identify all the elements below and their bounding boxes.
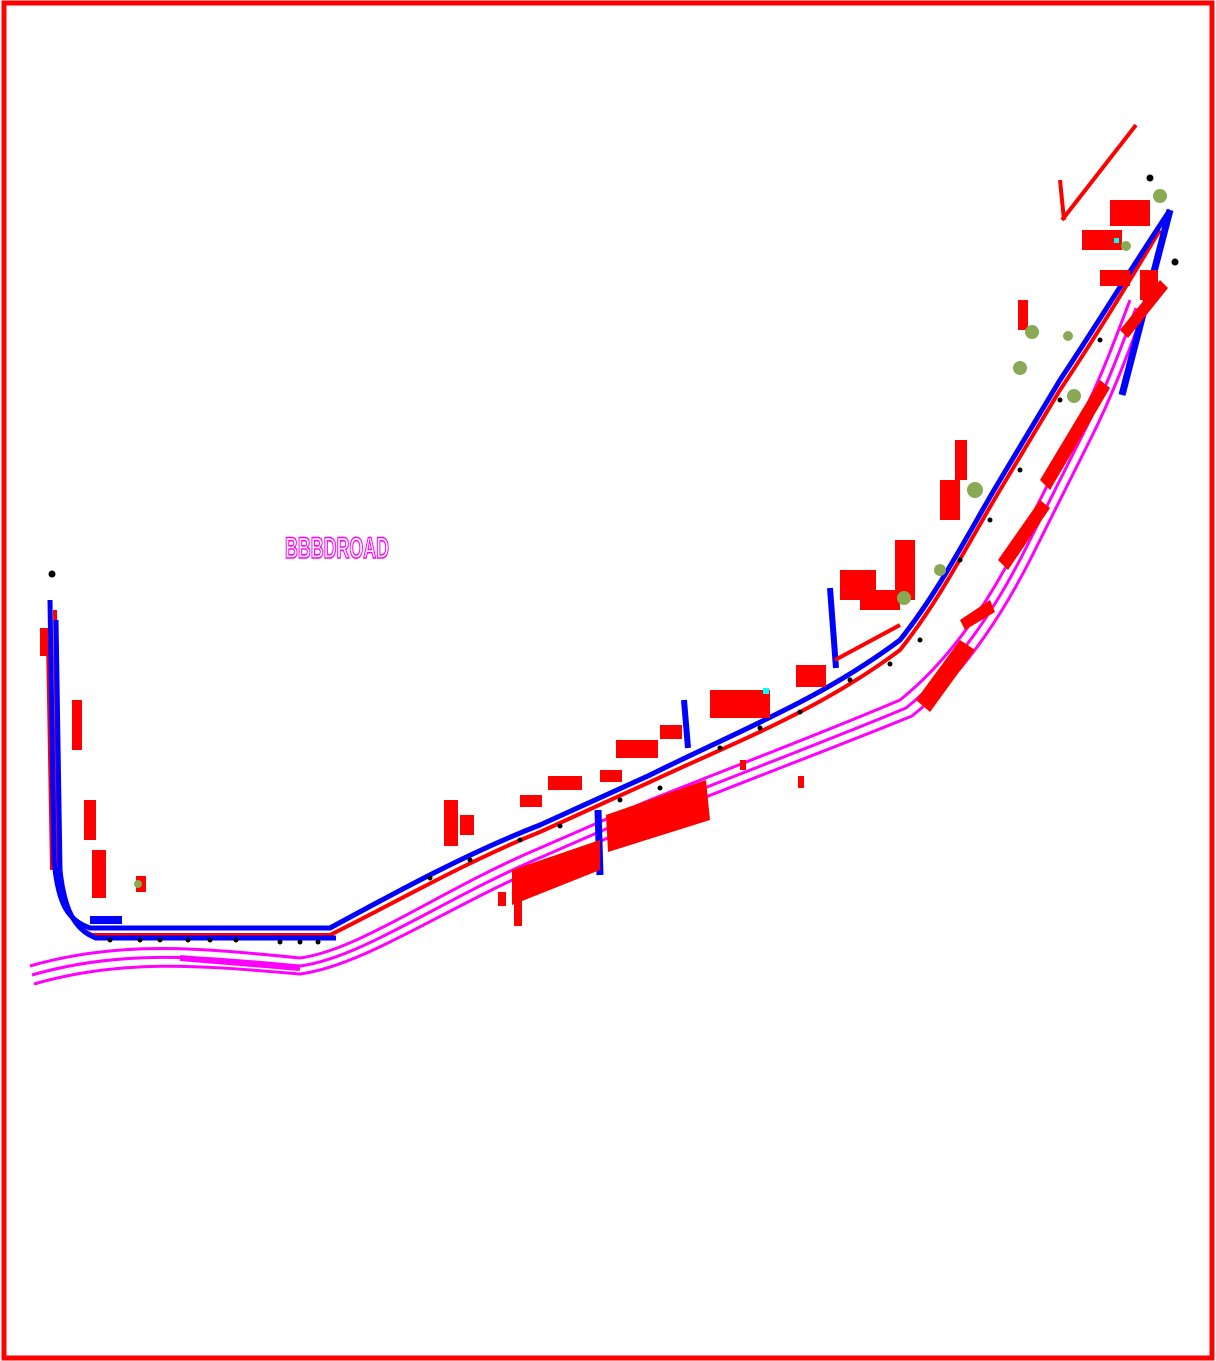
- red-linework: [834, 123, 1138, 662]
- highlight-marker: [763, 688, 769, 694]
- road-label: BBBDROAD: [285, 532, 389, 565]
- buildings: [40, 200, 1168, 926]
- railway-lines: [29, 299, 1144, 986]
- vegetation: [134, 189, 1167, 888]
- highlight-marker: [1114, 238, 1119, 243]
- survey-markers: [48, 174, 1179, 945]
